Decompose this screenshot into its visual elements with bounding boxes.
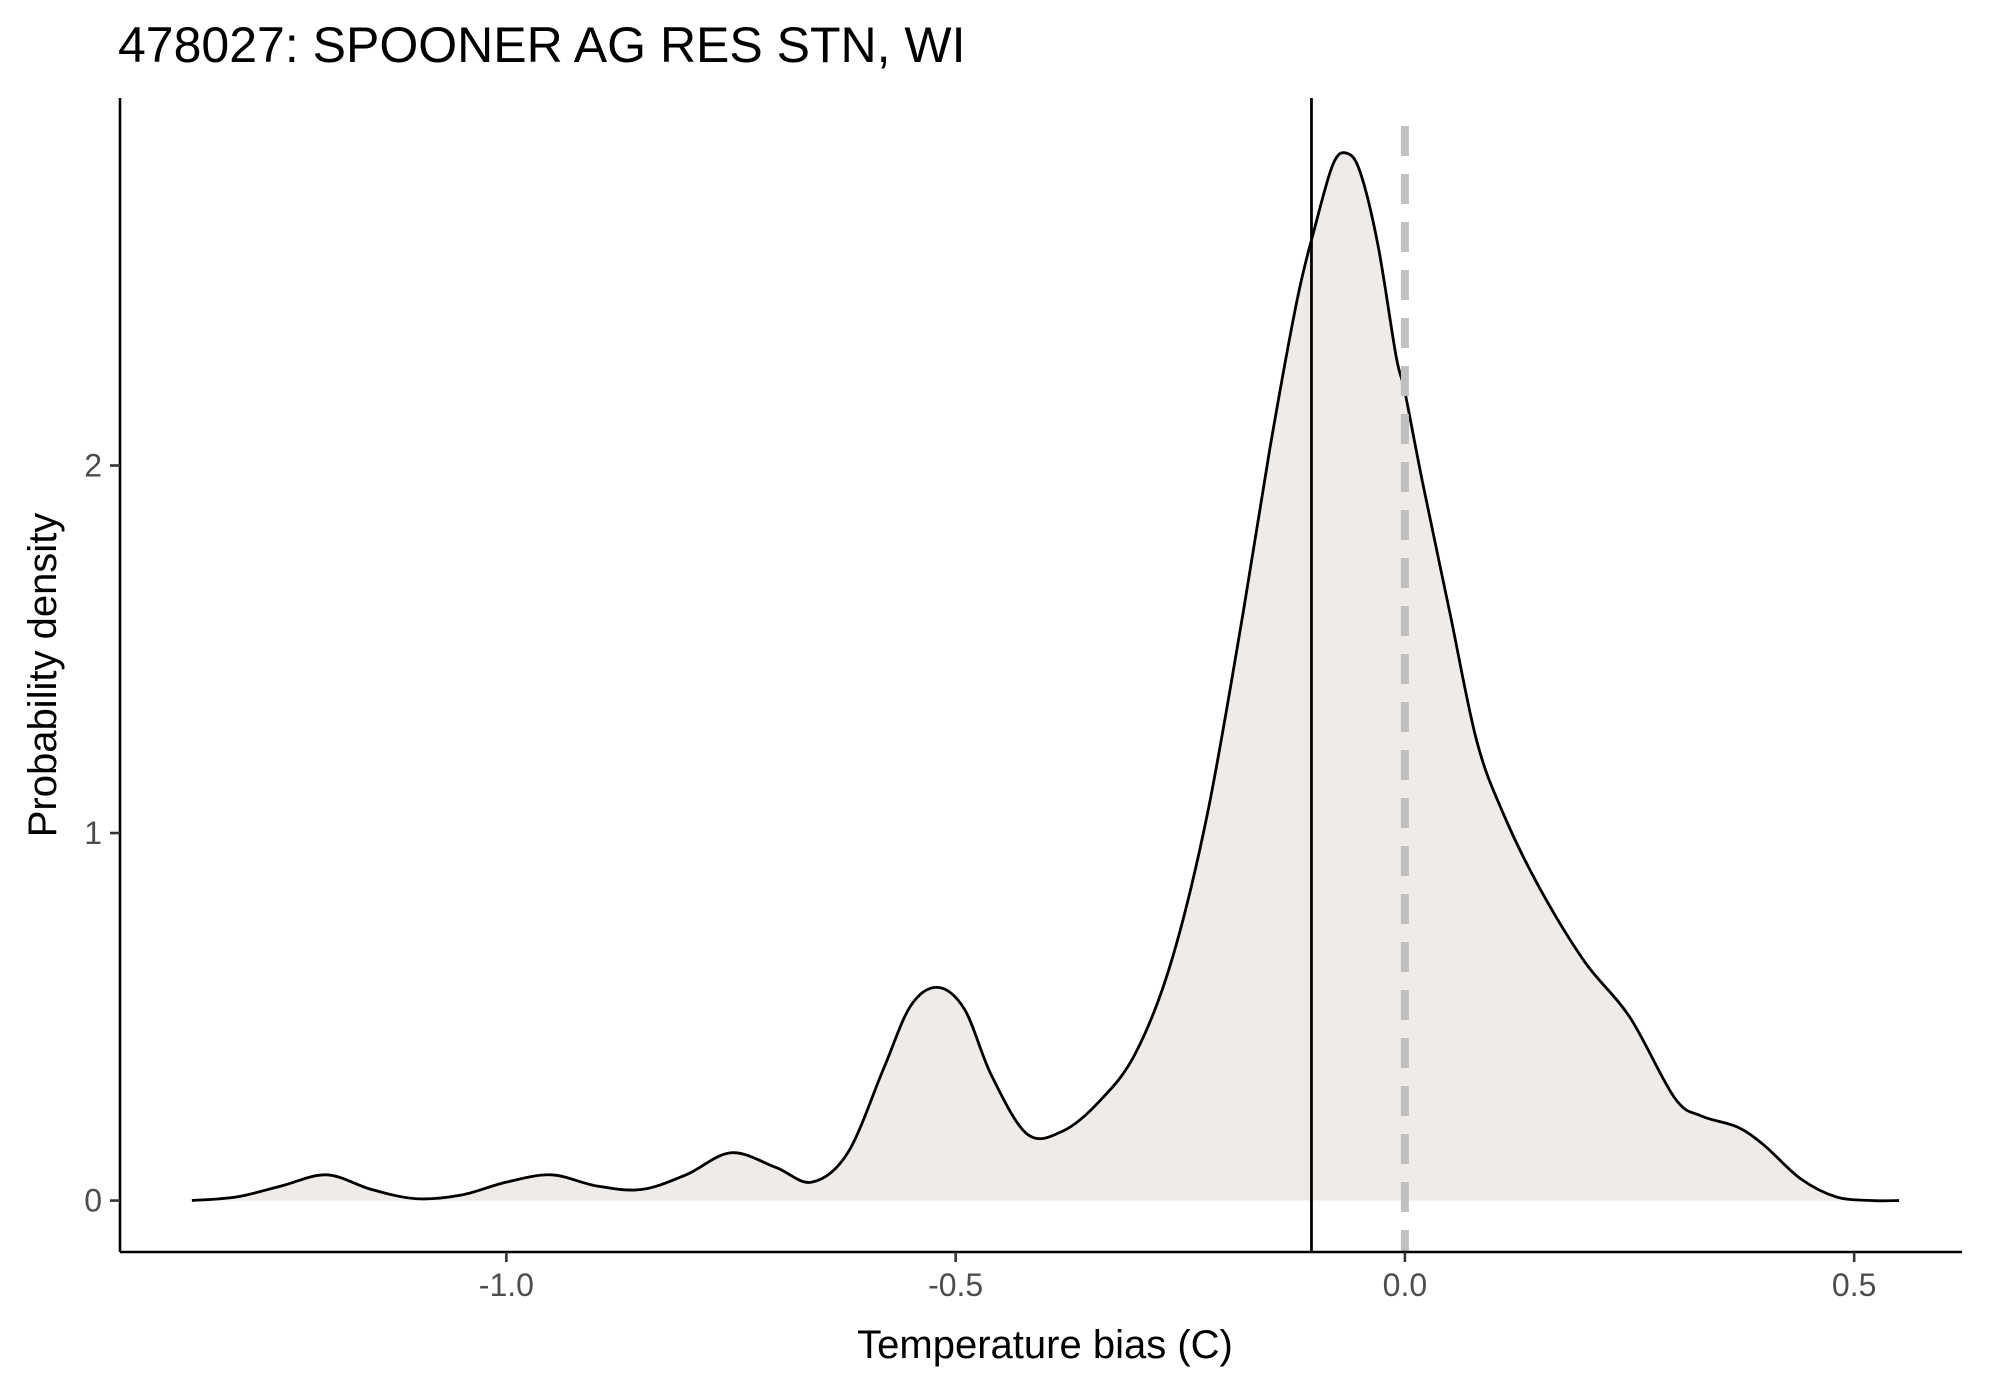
x-tick-label: 0.0	[1383, 1267, 1427, 1303]
x-tick-label: 0.5	[1832, 1267, 1876, 1303]
plot-area	[191, 98, 1900, 1252]
x-tick-label: -0.5	[928, 1267, 983, 1303]
y-axis-ticks: 0 1 2	[84, 448, 120, 1219]
y-tick-label: 0	[84, 1183, 102, 1219]
y-axis-title: Probability density	[21, 513, 65, 838]
y-tick-label: 2	[84, 448, 102, 484]
chart-title: 478027: SPOONER AG RES STN, WI	[118, 17, 966, 73]
density-area	[191, 152, 1900, 1201]
x-tick-label: -1.0	[479, 1267, 534, 1303]
density-line	[191, 151, 1900, 1203]
x-axis-ticks: -1.0 -0.5 0.0 0.5	[479, 1252, 1876, 1303]
y-tick-label: 1	[84, 815, 102, 851]
x-axis-title: Temperature bias (C)	[857, 1323, 1233, 1367]
